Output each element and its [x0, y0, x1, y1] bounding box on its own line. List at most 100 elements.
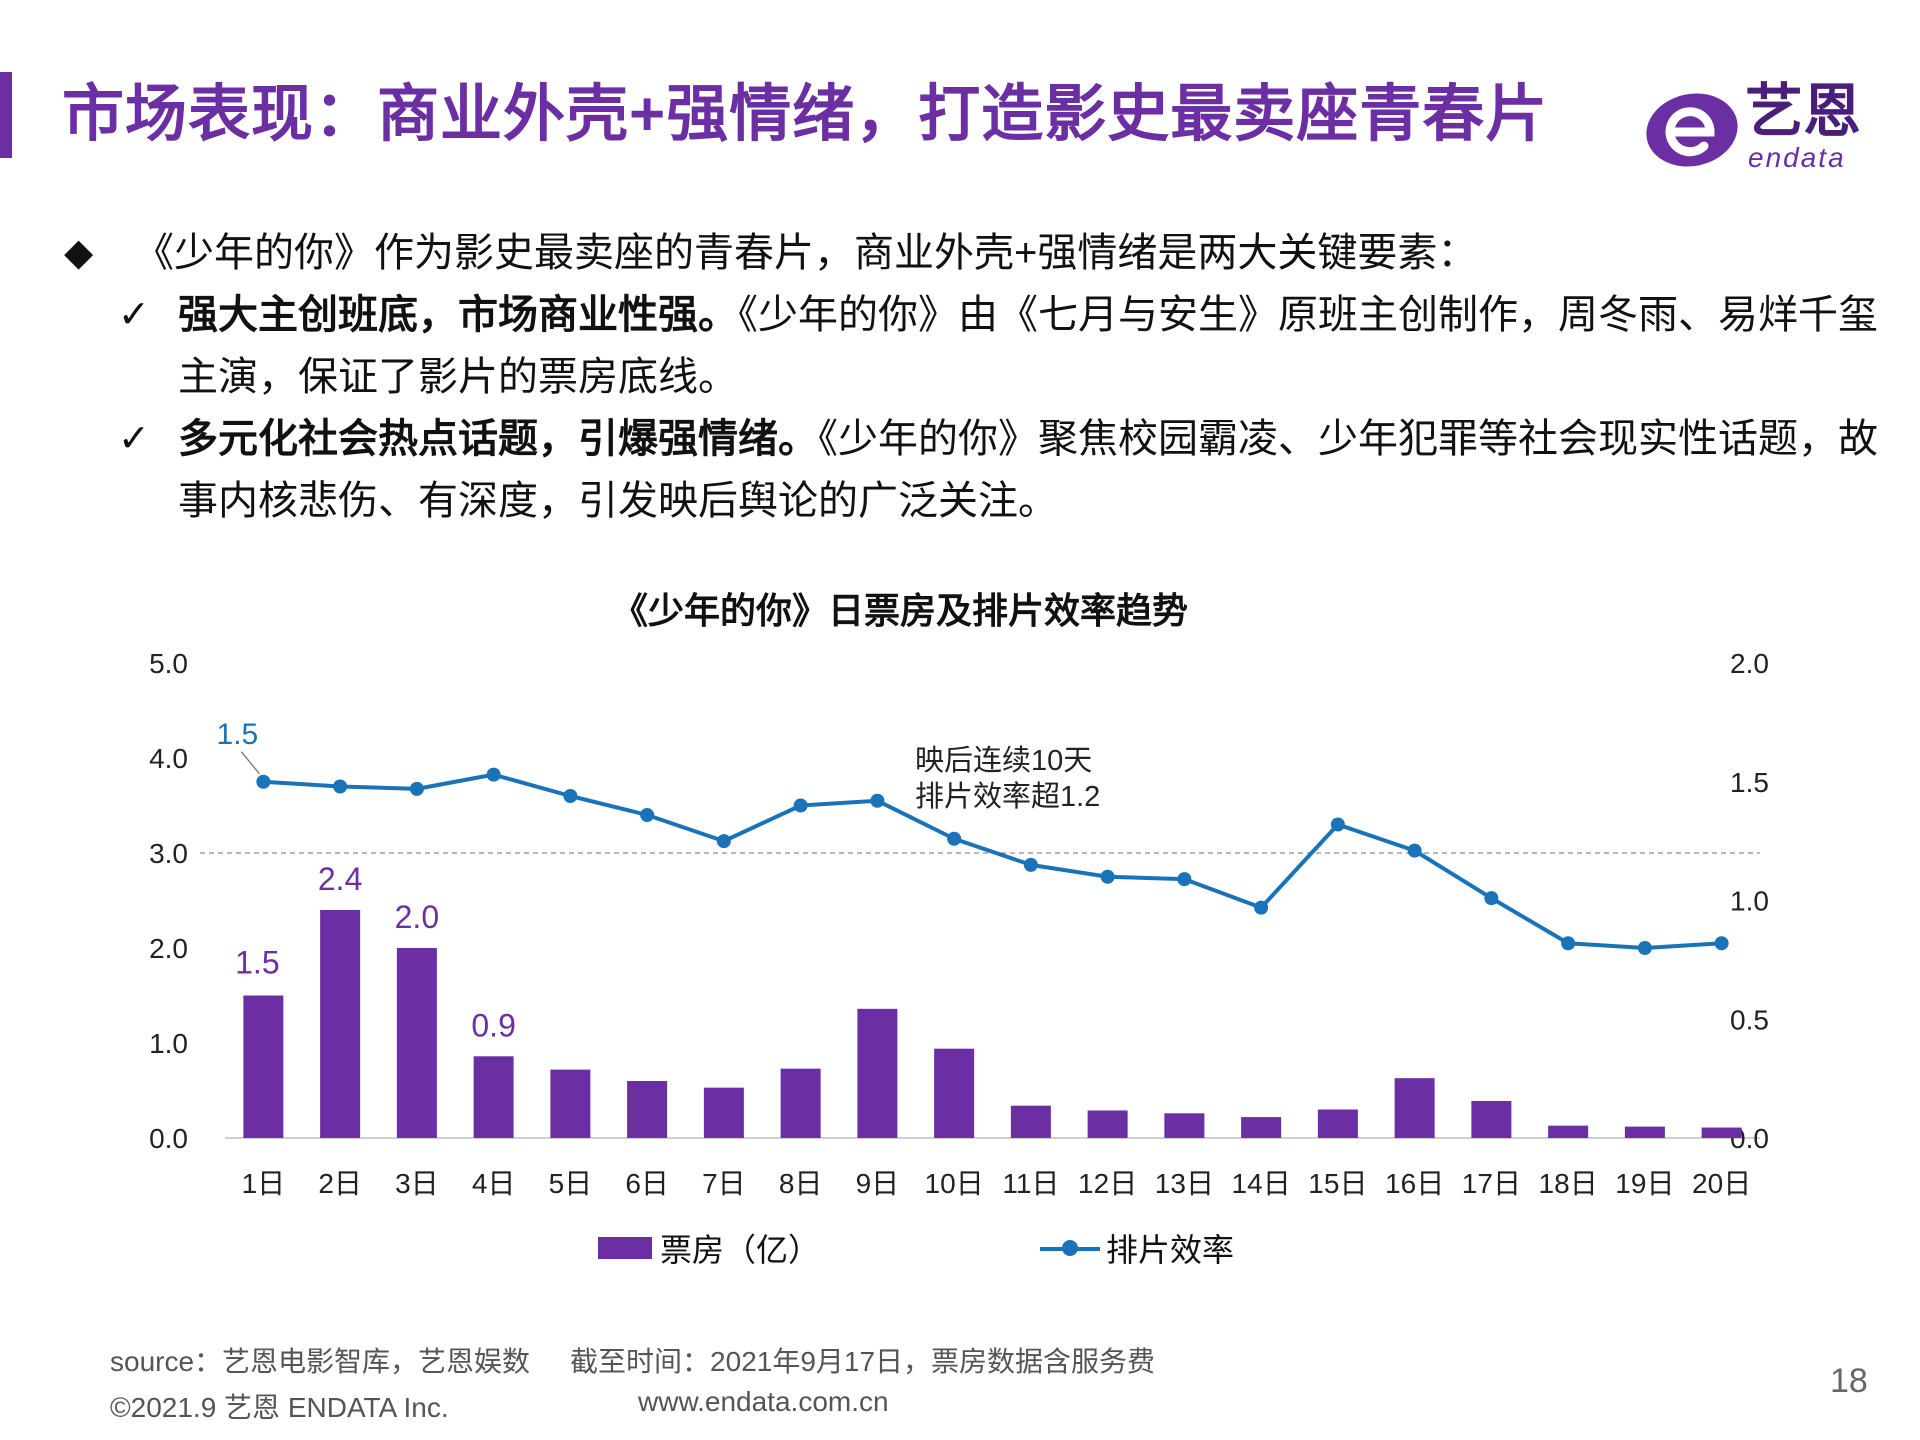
bullet-section: ◆ 《少年的你》作为影史最卖座的青春片，商业外壳+强情绪是两大关键要素： ✓ 强… [64, 222, 1894, 532]
y-left-tick-label: 4.0 [149, 743, 188, 774]
endata-logo-icon [1646, 93, 1738, 167]
bar-box-office [1087, 1110, 1128, 1138]
diamond-bullet-icon: ◆ [64, 232, 94, 274]
x-tick-label: 9日 [856, 1168, 900, 1199]
legend-bar: 票房（亿） [598, 1225, 820, 1271]
bar-box-office [1471, 1100, 1512, 1138]
chart-annotation: 排片效率超1.2 [915, 780, 1100, 813]
bar-box-office [1010, 1105, 1051, 1138]
line-point [256, 774, 271, 789]
x-tick-label: 20日 [1692, 1168, 1751, 1199]
line-point [1100, 869, 1115, 884]
bar-box-office [243, 995, 284, 1138]
logo-text: 艺恩 [1745, 79, 1862, 144]
bar-data-label: 2.4 [318, 861, 362, 897]
bar-box-office [320, 910, 361, 1138]
bar-box-office [473, 1056, 514, 1138]
bar-box-office [1394, 1078, 1435, 1138]
y-left-tick-label: 5.0 [149, 648, 188, 679]
x-tick-label: 14日 [1232, 1168, 1291, 1199]
line-point [870, 793, 885, 808]
x-tick-label: 19日 [1615, 1168, 1674, 1199]
y-left-tick-label: 3.0 [149, 838, 188, 869]
bar-data-label: 0.9 [471, 1007, 515, 1043]
website-link[interactable]: www.endata.com.cn [638, 1386, 889, 1417]
legend-line-swatch [1040, 1235, 1100, 1261]
x-tick-label: 4日 [472, 1168, 516, 1199]
x-tick-label: 1日 [242, 1168, 286, 1199]
title-accent-bar [0, 72, 12, 158]
cutoff-text: 截至时间：2021年9月17日，票房数据含服务费 [570, 1346, 1156, 1377]
line-point [640, 808, 655, 822]
legend-bar-label: 票房（亿） [660, 1232, 821, 1268]
y-left-tick-label: 2.0 [149, 933, 188, 964]
line-point [716, 834, 731, 849]
y-left-tick-label: 0.0 [149, 1123, 188, 1154]
bar-box-office [1701, 1127, 1742, 1138]
footer-source: source：艺恩电影智库，艺恩娱数 截至时间：2021年9月17日，票房数据含服… [110, 1340, 1155, 1380]
line-label-leader [240, 751, 260, 775]
line-point [1330, 817, 1345, 832]
x-tick-label: 8日 [779, 1168, 823, 1199]
bullet-point-text: 《少年的你》由《七月与安生》原班主创制作，周冬雨、易烊千玺主演，保证了影片的票房… [178, 293, 1878, 399]
bullet-point: ✓ 多元化社会热点话题，引爆强情绪。《少年的你》聚焦校园霸凌、少年犯罪等社会现实… [118, 408, 1894, 532]
x-tick-label: 2日 [318, 1168, 362, 1199]
y-left-tick-label: 1.0 [149, 1028, 188, 1059]
bar-box-office [627, 1081, 668, 1138]
x-tick-label: 12日 [1078, 1168, 1137, 1199]
line-point [1023, 857, 1038, 872]
x-tick-label: 16日 [1385, 1168, 1444, 1199]
y-right-tick-label: 1.5 [1730, 767, 1769, 798]
bullet-point-bold: 多元化社会热点话题，引爆强情绪。 [178, 417, 818, 461]
line-point [1177, 872, 1192, 887]
line-point [1254, 900, 1269, 915]
line-point [1637, 941, 1652, 955]
y-right-tick-label: 1.0 [1730, 886, 1769, 917]
bar-box-office [780, 1068, 821, 1138]
bar-box-office [1548, 1125, 1589, 1138]
check-icon: ✓ [118, 418, 150, 460]
legend-line-label: 排片效率 [1106, 1232, 1235, 1268]
x-tick-label: 3日 [395, 1168, 439, 1199]
x-tick-label: 18日 [1539, 1168, 1598, 1199]
line-point [793, 798, 808, 813]
chart-annotation: 映后连续10天 [915, 744, 1092, 777]
bullet-main-text: 《少年的你》作为影史最卖座的青春片，商业外壳+强情绪是两大关键要素： [134, 231, 1478, 275]
x-tick-label: 7日 [702, 1168, 746, 1199]
x-tick-label: 17日 [1462, 1168, 1521, 1199]
line-data-label: 1.5 [217, 718, 259, 751]
legend-bar-swatch [598, 1237, 652, 1259]
bar-box-office [703, 1087, 744, 1138]
bullet-point: ✓ 强大主创班底，市场商业性强。《少年的你》由《七月与安生》原班主创制作，周冬雨… [118, 284, 1894, 408]
x-tick-label: 11日 [1002, 1168, 1059, 1199]
x-tick-label: 15日 [1308, 1168, 1367, 1199]
line-point [947, 831, 962, 846]
line-point [1714, 936, 1729, 951]
legend-line: 排片效率 [1040, 1225, 1234, 1271]
bar-box-office [1164, 1113, 1205, 1138]
check-icon: ✓ [118, 294, 150, 336]
page-number: 18 [1830, 1362, 1868, 1400]
x-tick-label: 6日 [625, 1168, 669, 1199]
bar-box-office [934, 1048, 975, 1138]
bar-box-office [857, 1008, 898, 1138]
line-point [563, 789, 578, 803]
bar-data-label: 1.5 [235, 945, 279, 981]
page-title: 市场表现：商业外壳+强情绪，打造影史最卖座青春片 [62, 80, 1549, 149]
bar-box-office [1241, 1117, 1282, 1138]
bar-box-office [550, 1069, 591, 1138]
copyright-text: ©2021.9 艺恩 ENDATA Inc. [110, 1392, 449, 1423]
line-point [486, 767, 501, 782]
line-point [333, 779, 348, 794]
x-tick-label: 10日 [925, 1168, 984, 1199]
source-text: source：艺恩电影智库，艺恩娱数 [110, 1346, 531, 1377]
bar-box-office [1317, 1109, 1358, 1138]
x-tick-label: 5日 [549, 1168, 593, 1199]
y-right-tick-label: 2.0 [1730, 648, 1769, 679]
bar-box-office [396, 948, 437, 1138]
line-point [1484, 891, 1499, 906]
line-scheduling-efficiency [263, 772, 1722, 950]
chart-title: 《少年的你》日票房及排片效率趋势 [611, 590, 1188, 631]
bullet-main: ◆ 《少年的你》作为影史最卖座的青春片，商业外壳+强情绪是两大关键要素： [64, 222, 1894, 284]
